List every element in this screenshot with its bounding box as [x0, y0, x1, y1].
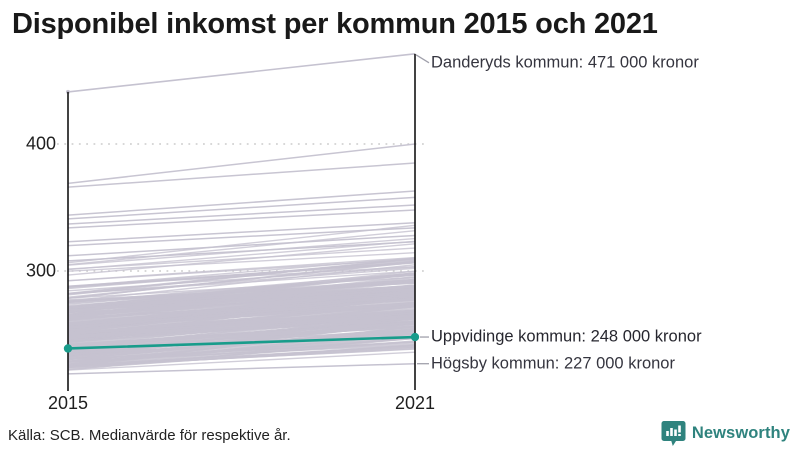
chart-title: Disponibel inkomst per kommun 2015 och 2… [12, 8, 658, 40]
x-axis-label-2015: 2015 [47, 393, 89, 413]
newsworthy-logo-icon [661, 421, 686, 446]
y-axis-tick-300: 300 [25, 260, 56, 281]
x-axis-label-2021: 2021 [394, 393, 436, 413]
annotation-danderyd: Danderyds kommun: 471 000 kronor [431, 53, 699, 72]
annotation-uppvidinge: Uppvidinge kommun: 248 000 kronor [431, 327, 702, 346]
y-axis-tick-400: 400 [25, 133, 56, 154]
newsworthy-logo-text: Newsworthy [691, 424, 790, 442]
annotation-hogsby: Högsby kommun: 227 000 kronor [431, 354, 675, 373]
newsworthy-branding: Newsworthy [661, 420, 790, 447]
source-note: Källa: SCB. Medianvärde för respektive å… [8, 427, 291, 444]
